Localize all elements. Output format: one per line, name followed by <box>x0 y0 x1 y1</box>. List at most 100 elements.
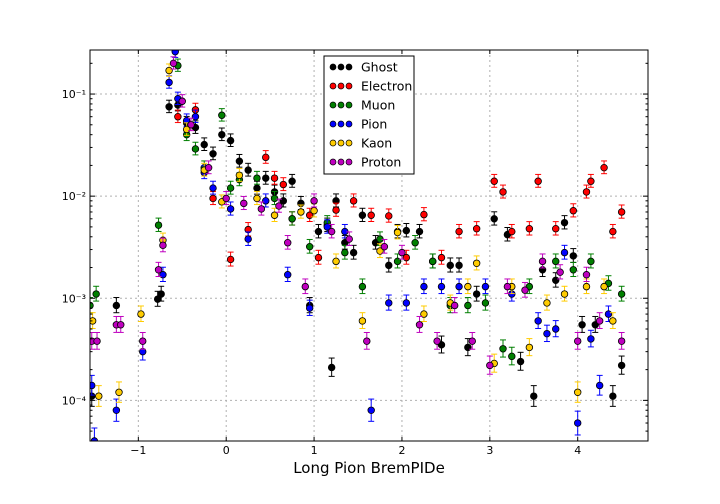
data-point <box>604 310 613 318</box>
legend-marker <box>329 120 337 128</box>
data-point <box>270 194 279 203</box>
data-point <box>323 223 331 231</box>
data-point <box>398 248 406 257</box>
data-point <box>244 235 252 243</box>
data-point <box>209 150 217 158</box>
series-electron <box>174 102 626 267</box>
data-point <box>472 259 481 267</box>
data-point <box>93 337 101 345</box>
data-point <box>191 145 200 153</box>
data-point <box>420 310 428 318</box>
data-point <box>327 363 336 372</box>
data-point <box>284 239 292 247</box>
data-point <box>503 282 512 291</box>
data-point <box>587 335 595 343</box>
data-point <box>218 130 226 139</box>
data-point <box>288 215 296 223</box>
data-point <box>385 212 393 220</box>
data-point <box>402 299 411 307</box>
data-point <box>464 301 472 310</box>
data-point <box>499 345 507 353</box>
data-point <box>600 282 608 291</box>
data-point <box>270 211 279 219</box>
legend-label: Electron <box>361 79 412 94</box>
data-point <box>115 388 123 396</box>
data-point <box>218 111 226 119</box>
data-point <box>534 317 542 325</box>
y-tick-label: 10⁻¹ <box>62 88 86 101</box>
data-point <box>393 257 402 266</box>
series-proton <box>90 56 626 375</box>
data-point <box>169 59 178 68</box>
data-point <box>358 211 367 219</box>
data-point <box>157 290 165 298</box>
data-point <box>349 248 358 257</box>
data-point <box>420 210 428 219</box>
data-point <box>415 227 424 236</box>
data-point <box>235 157 244 165</box>
data-point <box>90 437 99 441</box>
data-point <box>117 321 125 329</box>
data-point <box>314 253 323 262</box>
data-point <box>609 392 617 400</box>
data-point <box>178 97 186 105</box>
data-point <box>226 255 235 264</box>
data-point <box>569 207 578 215</box>
data-point <box>595 317 604 325</box>
data-point <box>226 184 235 192</box>
data-point <box>380 242 389 251</box>
legend-item: Muon <box>329 98 395 113</box>
data-point <box>499 188 507 196</box>
data-point <box>433 337 441 345</box>
data-point <box>244 166 252 174</box>
data-point <box>275 202 283 210</box>
data-point <box>253 174 261 182</box>
legend-box <box>323 55 415 175</box>
data-point <box>574 337 582 345</box>
data-point <box>468 337 476 345</box>
data-point <box>617 337 626 345</box>
data-point <box>165 103 173 111</box>
legend-marker <box>345 139 353 147</box>
data-point <box>363 337 371 345</box>
legend-marker <box>337 101 345 109</box>
data-point <box>209 184 217 192</box>
legend-item: Proton <box>329 155 401 170</box>
data-point <box>367 211 375 219</box>
data-point <box>574 419 582 427</box>
legend-item: Electron <box>329 79 412 94</box>
data-point <box>137 310 145 318</box>
legend-marker <box>337 158 345 166</box>
data-point <box>464 282 472 291</box>
data-point <box>159 241 167 250</box>
data-point <box>301 282 309 291</box>
data-point <box>582 282 591 291</box>
data-point <box>171 50 179 56</box>
data-point <box>437 253 446 262</box>
legend-marker <box>329 158 337 166</box>
data-point <box>310 207 318 215</box>
data-point <box>508 352 516 361</box>
data-point <box>253 194 261 203</box>
data-point <box>446 261 454 270</box>
data-point <box>420 282 428 291</box>
data-marks <box>90 50 626 441</box>
legend-item: Ghost <box>329 60 398 75</box>
legend-item: Pion <box>329 117 387 132</box>
data-point <box>600 163 608 172</box>
data-point <box>481 282 490 291</box>
data-point <box>90 381 96 390</box>
data-point <box>574 388 582 396</box>
legend-label: Ghost <box>361 60 398 75</box>
data-point <box>385 261 393 270</box>
data-point <box>385 299 393 307</box>
data-point <box>578 321 586 329</box>
data-point <box>288 177 296 185</box>
data-point <box>262 174 270 182</box>
data-point <box>429 257 437 266</box>
legend-marker <box>337 139 345 147</box>
data-point <box>552 257 560 266</box>
data-point <box>582 271 591 279</box>
legend-item: Kaon <box>329 136 392 151</box>
